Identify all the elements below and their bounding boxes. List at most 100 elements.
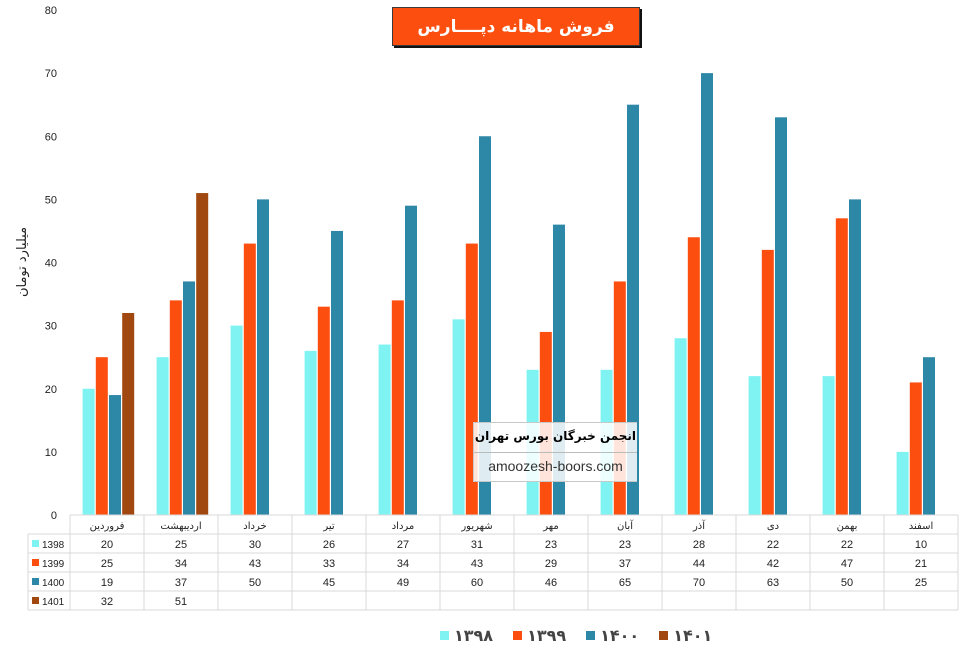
- y-axis-label: میلیارد تومان: [15, 226, 30, 298]
- category-label: آبان: [617, 519, 634, 532]
- table-value-1400: 63: [767, 577, 779, 589]
- bar-1399-9: [761, 249, 774, 515]
- category-label: خرداد: [243, 521, 266, 532]
- y-tick-label: 20: [45, 384, 57, 396]
- table-value-1398: 20: [101, 539, 113, 551]
- table-legend-swatch-1401: [32, 597, 39, 604]
- legend-swatch-1399: [513, 630, 523, 640]
- table-value-1399: 29: [545, 558, 557, 570]
- bar-1400-3: [331, 230, 343, 515]
- table-value-1398: 26: [323, 539, 335, 551]
- bar-1398-1: [156, 357, 169, 515]
- chart-legend: ۱۳۹۸ ۱۳۹۹ ۱۴۰۰ ۱۴۰۱: [440, 623, 712, 647]
- table-value-1400: 25: [915, 577, 927, 589]
- bar-1400-2: [257, 199, 269, 515]
- y-tick-label: 40: [45, 258, 57, 270]
- table-value-1400: 37: [175, 577, 187, 589]
- bar-1400-8: [701, 73, 713, 515]
- table-series-label: 1398: [42, 540, 65, 551]
- legend-swatch-1401: [659, 630, 669, 640]
- table-legend-swatch-1400: [32, 578, 39, 585]
- bar-1398-5: [452, 319, 465, 515]
- bar-1398-2: [230, 325, 243, 515]
- table-value-1398: 23: [545, 539, 557, 551]
- legend-item-1398: ۱۳۹۸: [440, 626, 493, 645]
- table-legend-swatch-1399: [32, 559, 39, 566]
- legend-item-1401: ۱۴۰۱: [659, 626, 712, 645]
- category-label: آذر: [692, 519, 706, 532]
- category-label: مهر: [542, 521, 558, 532]
- table-value-1400: 70: [693, 577, 705, 589]
- table-value-1400: 60: [471, 577, 483, 589]
- bar-1399-0: [95, 357, 108, 515]
- category-label: بهمن: [837, 521, 858, 532]
- bar-1399-4: [391, 300, 404, 515]
- table-value-1398: 28: [693, 539, 705, 551]
- table-value-1400: 49: [397, 577, 409, 589]
- table-value-1400: 50: [249, 577, 261, 589]
- table-value-1399: 34: [397, 558, 409, 570]
- table-value-1398: 27: [397, 539, 409, 551]
- table-value-1398: 10: [915, 539, 927, 551]
- watermark-divider: [474, 452, 637, 453]
- table-value-1399: 37: [619, 558, 631, 570]
- y-tick-label: 70: [45, 68, 57, 80]
- bar-1399-2: [243, 243, 256, 515]
- table-series-label: 1400: [42, 578, 65, 589]
- table-value-1399: 43: [249, 558, 261, 570]
- table-value-1399: 34: [175, 558, 187, 570]
- table-value-1401: 51: [175, 596, 187, 608]
- y-tick-label: 80: [45, 5, 57, 17]
- table-value-1398: 31: [471, 539, 483, 551]
- category-label: فروردین: [90, 521, 125, 532]
- bar-1399-3: [317, 306, 330, 515]
- y-tick-label: 10: [45, 447, 57, 459]
- bar-1401-0: [122, 313, 135, 515]
- bar-1400-11: [923, 357, 935, 515]
- table-value-1401: 32: [101, 596, 113, 608]
- y-tick-label: 0: [51, 510, 57, 522]
- table-value-1399: 21: [915, 558, 927, 570]
- chart-title: فروش ماهانه دپــــارس: [392, 7, 640, 46]
- bar-1398-4: [378, 344, 391, 515]
- y-tick-label: 50: [45, 194, 57, 206]
- bar-1399-10: [835, 218, 848, 515]
- bar-1398-9: [748, 376, 761, 515]
- legend-label-1400: ۱۴۰۰: [600, 625, 640, 645]
- table-value-1398: 22: [841, 539, 853, 551]
- watermark-url: amoozesh-boors.com: [488, 458, 623, 474]
- bar-1398-8: [674, 338, 687, 515]
- table-value-1400: 65: [619, 577, 631, 589]
- category-label: اردیبهشت: [160, 521, 201, 532]
- bar-1401-1: [196, 193, 209, 515]
- bar-1398-0: [82, 388, 95, 515]
- bar-1399-8: [687, 237, 700, 515]
- watermark-box: انجمن خبرگان بورس تهران amoozesh-boors.c…: [473, 422, 637, 482]
- table-value-1400: 46: [545, 577, 557, 589]
- table-value-1398: 30: [249, 539, 261, 551]
- bar-1398-3: [304, 350, 317, 515]
- bar-1398-10: [822, 376, 835, 515]
- table-value-1399: 33: [323, 558, 335, 570]
- table-series-label: 1399: [42, 559, 65, 570]
- legend-item-1399: ۱۳۹۹: [513, 626, 566, 645]
- table-value-1399: 47: [841, 558, 853, 570]
- bar-1400-7: [627, 104, 639, 515]
- legend-swatch-1398: [440, 630, 449, 640]
- bar-1400-1: [183, 281, 195, 515]
- y-tick-label: 60: [45, 131, 57, 143]
- category-label: تیر: [322, 521, 335, 532]
- category-label: مرداد: [392, 521, 415, 532]
- table-value-1400: 45: [323, 577, 335, 589]
- bar-1400-9: [775, 117, 787, 515]
- legend-swatch-1400: [586, 630, 596, 640]
- table-value-1398: 22: [767, 539, 779, 551]
- table-value-1400: 19: [101, 577, 113, 589]
- table-value-1399: 25: [101, 558, 113, 570]
- bar-1400-5: [479, 136, 491, 515]
- category-label: اسفند: [909, 521, 933, 532]
- table-value-1398: 25: [175, 539, 187, 551]
- table-value-1399: 44: [693, 558, 705, 570]
- table-legend-swatch-1398: [32, 540, 39, 547]
